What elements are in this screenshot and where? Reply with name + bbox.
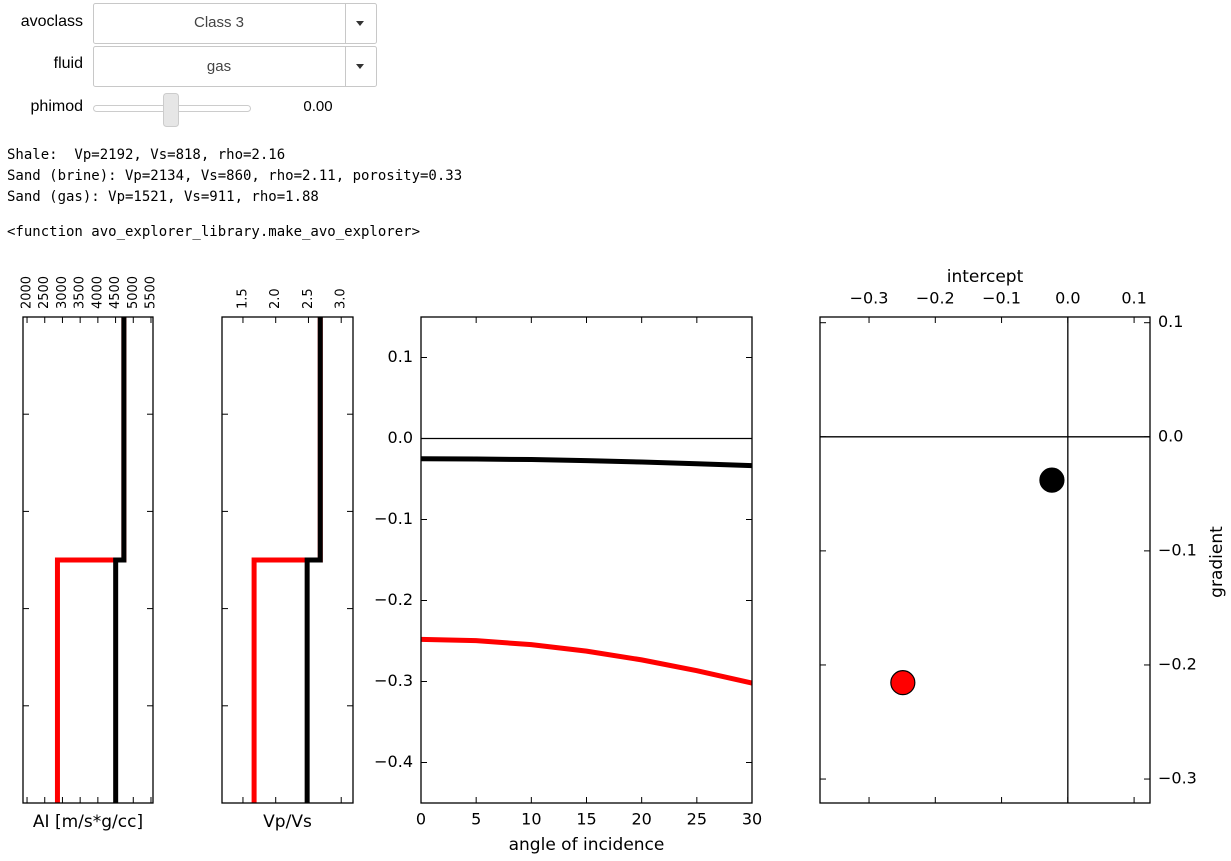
x-tick-label: 4500 [108,276,123,309]
series-line [421,636,752,686]
x-tick-label: 5500 [143,276,158,309]
x-tick-label: 1.5 [235,288,250,309]
dropdown-box[interactable] [93,46,377,87]
x-tick-label: 2500 [37,276,52,309]
y-tick-label: −0.4 [374,752,413,771]
x-tick-label: 2000 [20,276,35,309]
plot-frame [22,316,154,804]
y-axis-label: gradient [1207,526,1227,598]
x-tick-label: 3000 [55,276,70,309]
x-tick-label: 3500 [73,276,88,309]
dropdown-value: Class 3 [194,14,244,31]
x-tick-label: 2.5 [301,288,316,309]
x-tick-label: 3.0 [334,288,349,309]
dropdown-caret[interactable] [356,21,364,26]
x-tick-label: 0.1 [1121,289,1146,308]
y-tick-label: −0.1 [374,509,413,528]
widget-label: fluid [54,55,83,72]
slider[interactable] [93,93,251,127]
y-tick-label: 0.0 [1158,426,1183,445]
scatter-point [1039,467,1065,493]
x-axis-label: Vp/Vs [263,812,312,832]
x-tick-label: 2.0 [268,288,283,309]
slider-handle[interactable] [163,93,179,127]
y-tick-label: 0.0 [388,428,413,447]
x-tick-label: 0.0 [1055,289,1080,308]
x-axis-label: AI [m/s*g/cc] [33,812,143,832]
output-repr: <function avo_explorer_library.make_avo_… [7,224,420,240]
y-tick-label: 0.1 [388,347,413,366]
dropdown-caret[interactable] [356,64,364,69]
y-tick-label: −0.3 [1158,769,1197,788]
dropdown[interactable]: Class 3 [93,3,377,44]
x-tick-label: −0.3 [850,289,889,308]
x-tick-label: 4000 [90,276,105,309]
y-tick-label: −0.2 [374,590,413,609]
x-tick-label: 25 [687,810,707,829]
scatter-point [890,670,916,696]
output-line: Sand (brine): Vp=2134, Vs=860, rho=2.11,… [7,168,462,184]
output-line: Sand (gas): Vp=1521, Vs=911, rho=1.88 [7,189,319,205]
series-line [421,456,752,469]
x-axis-label: angle of incidence [509,835,665,855]
plot-frame [819,316,1151,804]
y-tick-label: −0.1 [1158,540,1197,559]
x-tick-label: 10 [521,810,541,829]
dropdown-box[interactable] [93,3,377,44]
plot-area [820,317,1150,803]
y-tick-label: 0.1 [1158,312,1183,331]
x-tick-label: 5000 [126,276,141,309]
x-tick-label: 15 [576,810,596,829]
y-tick-label: −0.2 [1158,654,1197,673]
y-tick-label: −0.3 [374,671,413,690]
widget-label: phimod [31,98,83,115]
dropdown[interactable]: gas [93,46,377,87]
x-tick-label: 0 [416,810,426,829]
x-tick-label: 30 [742,810,762,829]
slider-readout: 0.00 [303,98,332,115]
x-tick-label: −0.1 [982,289,1021,308]
series-line [113,317,127,803]
x-axis-label: intercept [947,267,1024,287]
x-tick-label: 20 [631,810,651,829]
plot-frame [420,316,753,804]
x-tick-label: 5 [471,810,481,829]
x-tick-label: −0.2 [916,289,955,308]
dropdown-value: gas [207,58,231,75]
widget-label: avoclass [21,13,83,30]
plot-frame [221,316,354,804]
output-line: Shale: Vp=2192, Vs=818, rho=2.16 [7,147,285,163]
plot-area [421,317,752,803]
series-line [304,317,323,803]
